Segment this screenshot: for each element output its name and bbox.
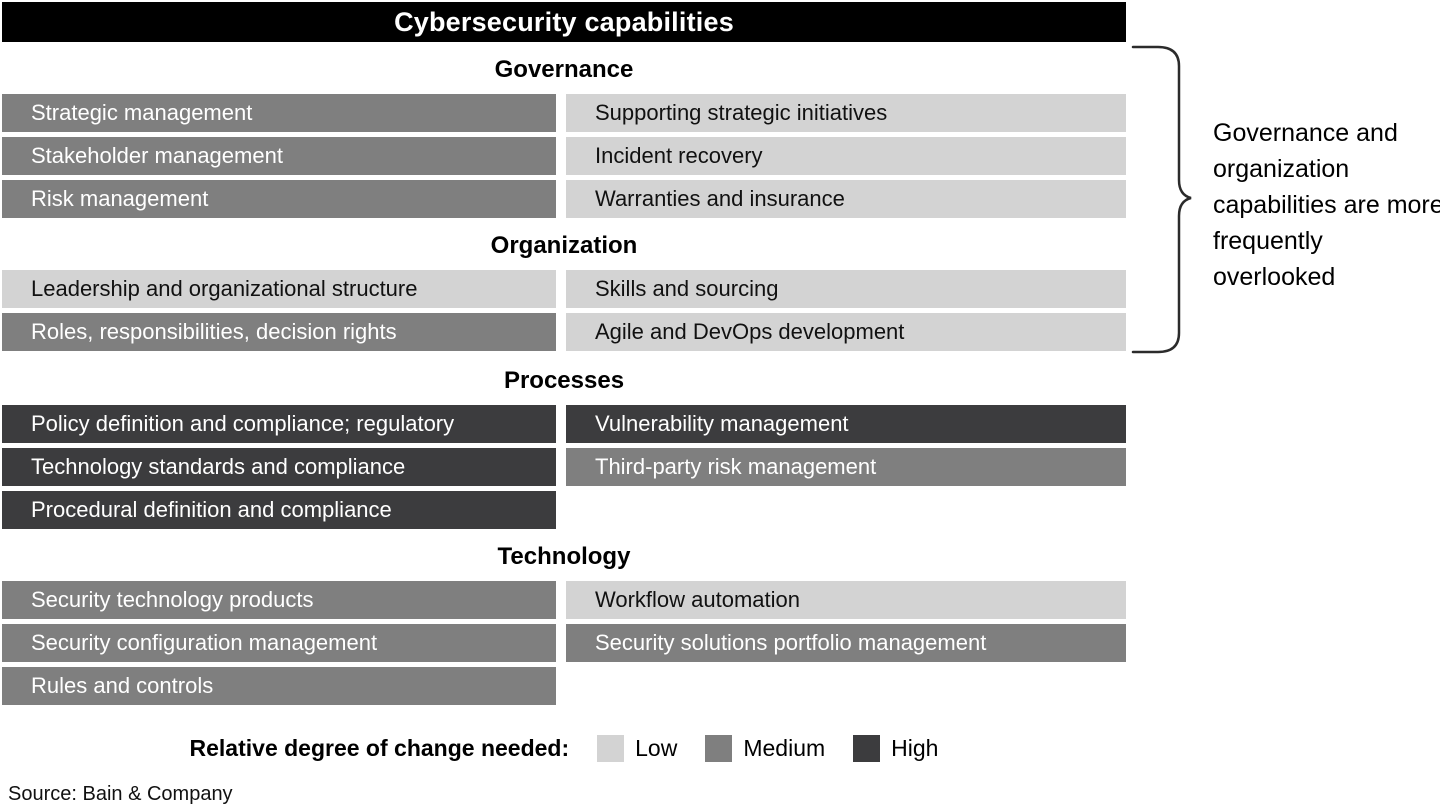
- capability-chart: Cybersecurity capabilities Governance St…: [2, 2, 1126, 808]
- capability-cell: Supporting strategic initiatives: [566, 94, 1126, 132]
- capability-cell: Technology standards and compliance: [2, 448, 556, 486]
- capability-row: Roles, responsibilities, decision rights…: [2, 313, 1126, 351]
- capability-cell: Security technology products: [2, 581, 556, 619]
- section-organization-title: Organization: [490, 232, 638, 259]
- section-technology: Technology Security technology products …: [2, 543, 1126, 710]
- capability-cell: Workflow automation: [566, 581, 1126, 619]
- capability-cell: Security configuration management: [2, 624, 556, 662]
- capability-row: Risk management Warranties and insurance: [2, 180, 1126, 218]
- empty-cell: [566, 491, 1126, 529]
- capability-row: Leadership and organizational structure …: [2, 270, 1126, 308]
- capability-row: Security configuration management Securi…: [2, 624, 1126, 662]
- capability-cell: Roles, responsibilities, decision rights: [2, 313, 556, 351]
- capability-row: Technology standards and compliance Thir…: [2, 448, 1126, 486]
- legend-item-high: High: [853, 735, 938, 762]
- high-swatch-icon: [853, 735, 881, 762]
- capability-row: Stakeholder management Incident recovery: [2, 137, 1126, 175]
- annotation-text: Governance and organization capabilities…: [1213, 119, 1440, 291]
- capability-row: Policy definition and compliance; regula…: [2, 405, 1126, 443]
- section-organization: Organization Leadership and organization…: [2, 232, 1126, 356]
- capability-cell: Security solutions portfolio management: [566, 624, 1126, 662]
- capability-row: Strategic management Supporting strategi…: [2, 94, 1126, 132]
- capability-cell: Incident recovery: [566, 137, 1126, 175]
- chart-title: Cybersecurity capabilities: [2, 2, 1126, 42]
- capability-cell: Agile and DevOps development: [566, 313, 1126, 351]
- capability-cell: Leadership and organizational structure: [2, 270, 556, 308]
- capability-cell: Policy definition and compliance; regula…: [2, 405, 556, 443]
- legend-label: Relative degree of change needed:: [189, 735, 570, 761]
- capability-cell: Rules and controls: [2, 667, 556, 705]
- legend: Relative degree of change needed: Low Me…: [2, 735, 1126, 762]
- capability-cell: Vulnerability management: [566, 405, 1126, 443]
- low-swatch-icon: [597, 735, 625, 762]
- legend-item-low: Low: [597, 735, 677, 762]
- legend-item-medium: Medium: [705, 735, 825, 762]
- capability-cell: Strategic management: [2, 94, 556, 132]
- legend-item-label: High: [891, 735, 939, 761]
- capability-cell: Skills and sourcing: [566, 270, 1126, 308]
- capability-cell: Procedural definition and compliance: [2, 491, 556, 529]
- capability-cell: Third-party risk management: [566, 448, 1126, 486]
- medium-swatch-icon: [705, 735, 733, 762]
- section-governance: Governance Strategic management Supporti…: [2, 56, 1126, 223]
- capability-row: Security technology products Workflow au…: [2, 581, 1126, 619]
- section-technology-title: Technology: [497, 543, 631, 570]
- capability-cell: Risk management: [2, 180, 556, 218]
- legend-item-label: Low: [635, 735, 678, 761]
- section-processes-title: Processes: [503, 367, 625, 394]
- brace-icon: [1131, 45, 1192, 354]
- section-governance-title: Governance: [494, 56, 634, 83]
- empty-cell: [566, 667, 1126, 705]
- source-note: Source: Bain & Company: [8, 783, 233, 805]
- capability-cell: Warranties and insurance: [566, 180, 1126, 218]
- capability-row: Procedural definition and compliance: [2, 491, 1126, 529]
- legend-item-label: Medium: [743, 735, 826, 761]
- capability-row: Rules and controls: [2, 667, 1126, 705]
- section-processes: Processes Policy definition and complian…: [2, 367, 1126, 534]
- capability-cell: Stakeholder management: [2, 137, 556, 175]
